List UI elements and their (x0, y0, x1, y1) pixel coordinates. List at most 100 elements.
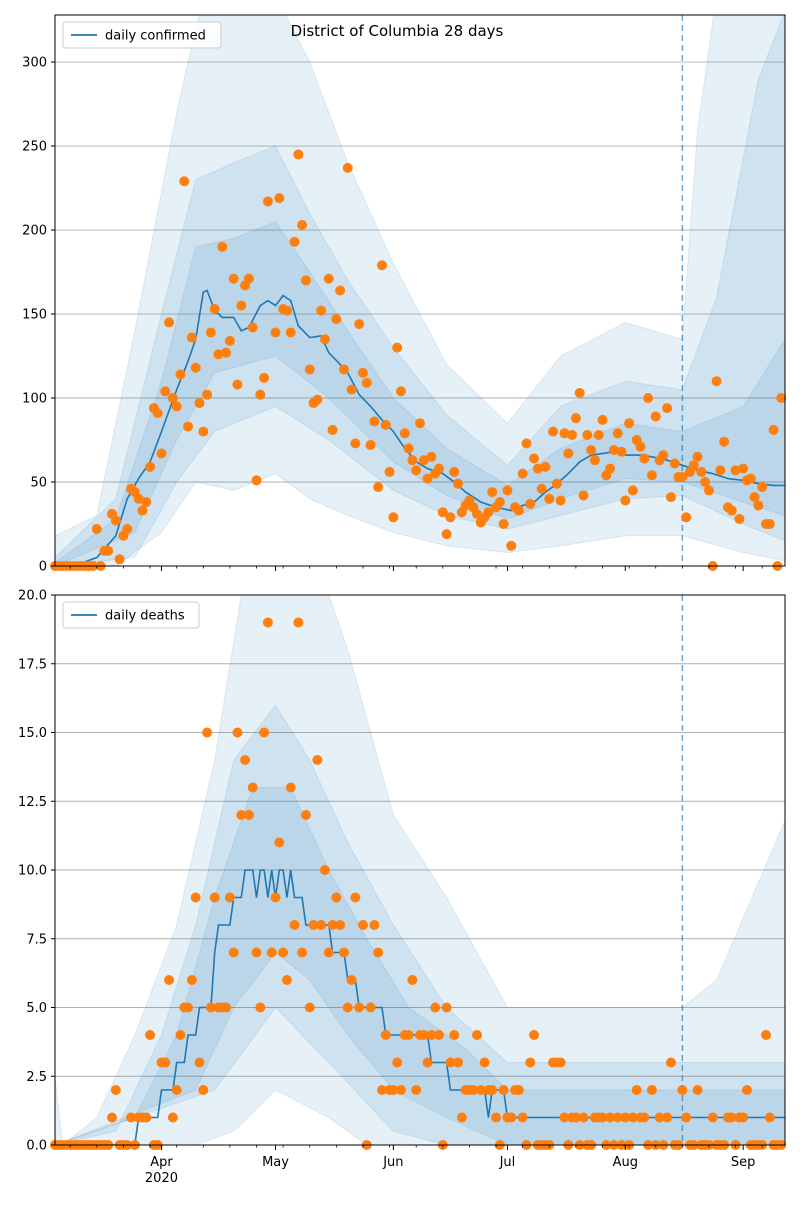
data-point (608, 445, 619, 456)
data-point (327, 920, 338, 930)
data-point (635, 441, 646, 452)
data-point (719, 436, 730, 447)
data-point (160, 386, 171, 397)
data-point (164, 317, 175, 328)
data-point (304, 364, 315, 375)
data-point (171, 401, 182, 412)
legend-label: daily deaths (105, 609, 185, 624)
data-point (570, 413, 581, 424)
y-tick-label: 50 (30, 476, 47, 491)
data-point (487, 487, 498, 498)
data-point (479, 1057, 490, 1068)
data-point (540, 461, 551, 472)
data-point (392, 342, 403, 353)
data-point (502, 485, 513, 496)
uncertainty-band-2 (55, 15, 785, 566)
data-point (525, 498, 536, 509)
data-point (605, 463, 616, 474)
legend-box (62, 601, 200, 629)
data-point (354, 319, 365, 330)
data-point (494, 497, 505, 508)
data-point (453, 1057, 464, 1068)
data-point (122, 524, 133, 535)
data-point (335, 920, 346, 930)
data-point (103, 545, 114, 556)
data-point (236, 300, 247, 311)
x-tick-label: Aug (613, 1155, 638, 1170)
y-tick-label: 150 (22, 308, 47, 323)
data-point (544, 493, 555, 504)
data-point (418, 1030, 429, 1040)
data-point (107, 1112, 118, 1123)
data-point (616, 446, 627, 457)
uncertainty-band-3 (55, 787, 785, 1145)
data-point (270, 892, 281, 903)
data-point (525, 1057, 536, 1068)
data-point (513, 1085, 524, 1095)
data-point (194, 398, 205, 409)
data-point (681, 512, 692, 523)
data-point (160, 1057, 171, 1068)
data-point (559, 428, 570, 439)
data-point (300, 810, 311, 820)
data-point (620, 495, 631, 506)
data-point (331, 314, 342, 325)
y-tick-label: 15.0 (18, 726, 47, 741)
x-year-label: 2020 (145, 1171, 178, 1186)
data-point (403, 1030, 414, 1040)
data-point (285, 782, 296, 793)
observed-points (50, 149, 787, 571)
data-point (152, 408, 163, 419)
data-point (171, 1085, 182, 1095)
data-point (631, 1085, 642, 1095)
data-point (365, 1002, 376, 1013)
data-point (293, 617, 304, 628)
data-point (232, 379, 243, 390)
data-point (137, 505, 148, 516)
y-tick-label: 12.5 (18, 795, 47, 810)
data-point (692, 1085, 703, 1095)
data-point (449, 466, 460, 477)
data-point (361, 377, 372, 388)
data-point (369, 416, 380, 427)
data-point (156, 448, 167, 459)
data-point (707, 1112, 718, 1123)
data-point (316, 305, 327, 316)
data-point (183, 1002, 194, 1013)
y-tick-label: 20.0 (18, 589, 47, 604)
data-point (491, 1112, 502, 1123)
data-point (346, 975, 357, 985)
data-point (441, 1002, 452, 1013)
data-point (342, 1002, 353, 1013)
data-point (521, 438, 532, 449)
data-point (453, 478, 464, 489)
data-point (300, 275, 311, 286)
data-point (342, 162, 353, 173)
data-point (243, 273, 254, 284)
data-point (262, 196, 273, 207)
data-point (198, 426, 209, 437)
data-point (247, 782, 258, 793)
data-point (190, 362, 201, 373)
x-tick-label: Sep (731, 1155, 756, 1170)
data-point (688, 460, 699, 471)
data-point (175, 1030, 186, 1040)
data-point (221, 1002, 232, 1013)
data-point (703, 485, 714, 496)
y-tick-label: 10.0 (18, 864, 47, 879)
data-point (213, 349, 224, 360)
data-point (407, 975, 418, 985)
data-point (468, 1085, 479, 1095)
data-point (646, 470, 657, 481)
data-point (186, 975, 197, 985)
data-point (434, 1030, 445, 1040)
data-point (586, 445, 597, 456)
data-point (734, 513, 745, 524)
data-point (281, 305, 292, 316)
data-point (567, 429, 578, 440)
data-point (620, 1112, 631, 1123)
data-point (639, 1112, 650, 1123)
data-point (726, 1112, 737, 1123)
data-point (202, 727, 213, 738)
data-point (167, 393, 178, 404)
